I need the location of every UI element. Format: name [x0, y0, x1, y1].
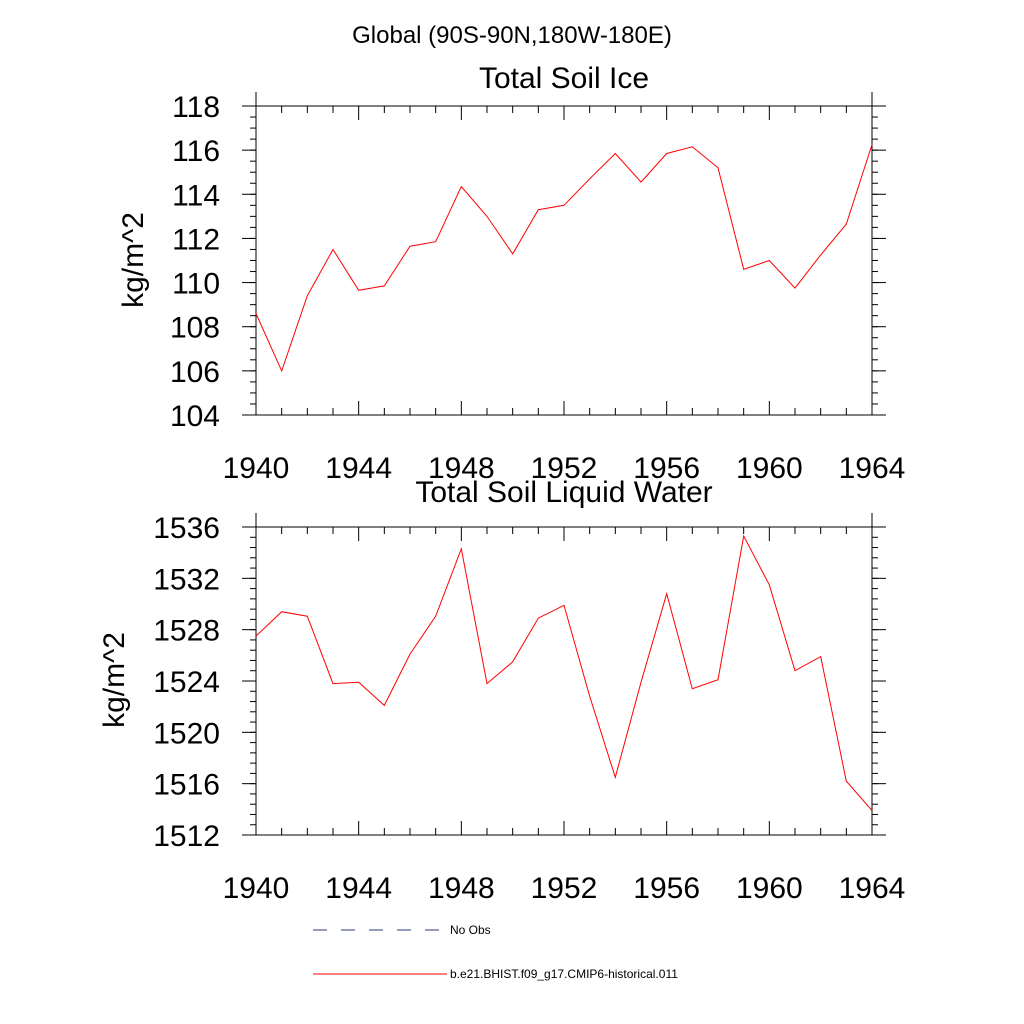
- chart-panel-total-soil-ice: Total Soil Ice kg/m^2 1940 1944 1948 1952 19…: [117, 62, 905, 485]
- x-tick-label: 1964: [839, 872, 906, 905]
- y-tick-label: 112: [172, 223, 220, 256]
- legend: No Obs b.e21.BHIST.f09_g17.CMIP6-histori…: [313, 923, 678, 981]
- plot-frame: [255, 526, 873, 836]
- y-axis-label: kg/m^2: [98, 632, 131, 728]
- y-axis-label: kg/m^2: [117, 212, 150, 308]
- y-tick-label: 1516: [153, 769, 220, 802]
- y-tick-label: 118: [172, 91, 220, 124]
- y-tick-label: 1512: [153, 820, 220, 853]
- y-tick-label: 1524: [153, 666, 220, 699]
- chart-panel-total-soil-liquid-water: Total Soil Liquid Water kg/m^2 1940 1944 1…: [98, 476, 905, 905]
- y-tick-label: 1528: [153, 615, 220, 648]
- plot-frame: [255, 105, 873, 416]
- x-tick-label: 1948: [428, 452, 495, 485]
- figure-main-title: Global (90S-90N,180W-180E): [352, 22, 672, 49]
- series-line-model: [255, 144, 873, 373]
- x-tick-label: 1940: [223, 452, 290, 485]
- legend-label-no-obs: No Obs: [450, 923, 491, 937]
- x-tick-label: 1944: [325, 872, 392, 905]
- x-tick-label: 1944: [325, 452, 392, 485]
- x-tick-label: 1952: [531, 452, 598, 485]
- x-tick-label: 1960: [736, 872, 803, 905]
- y-tick-label: 110: [172, 268, 220, 301]
- chart-title: Total Soil Ice: [479, 62, 649, 95]
- series-line-model: [255, 534, 873, 811]
- y-tick-label: 108: [170, 312, 220, 345]
- x-tick-label: 1956: [633, 452, 700, 485]
- y-tick-label: 104: [170, 400, 220, 433]
- x-tick-label: 1952: [531, 872, 598, 905]
- chart-title: Total Soil Liquid Water: [415, 476, 712, 509]
- x-tick-label: 1948: [428, 872, 495, 905]
- y-tick-label: 1532: [153, 563, 220, 596]
- legend-label-model: b.e21.BHIST.f09_g17.CMIP6-historical.011: [450, 967, 678, 981]
- y-tick-label: 1536: [153, 512, 220, 545]
- y-tick-label: 116: [172, 135, 220, 168]
- x-tick-label: 1940: [223, 872, 290, 905]
- y-tick-label: 1520: [153, 717, 220, 750]
- x-tick-label: 1964: [839, 452, 906, 485]
- y-tick-label: 106: [170, 356, 220, 389]
- x-tick-label: 1960: [736, 452, 803, 485]
- y-tick-label: 114: [172, 179, 220, 212]
- x-tick-label: 1956: [633, 872, 700, 905]
